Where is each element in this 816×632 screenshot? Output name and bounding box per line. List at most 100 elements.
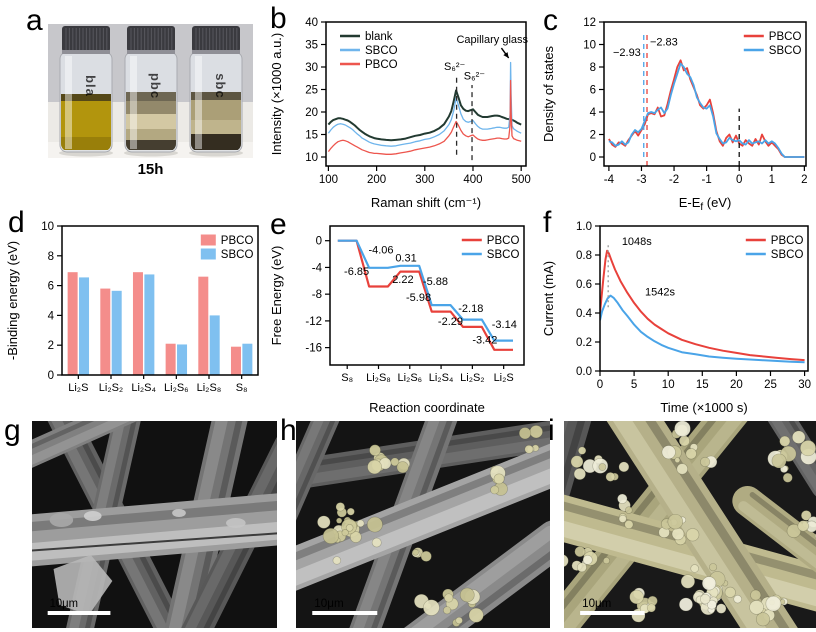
svg-text:20: 20 (730, 379, 743, 391)
current-time-chart: 0 5 10 15 20 25 30 0.0 0.2 0.4 0.6 0.8 1.0 Time (×100… (541, 221, 811, 415)
svg-text:6: 6 (48, 281, 54, 293)
svg-text:bla: bla (83, 75, 98, 97)
svg-text:S₆²⁻: S₆²⁻ (444, 61, 465, 73)
svg-text:E-Ef (eV): E-Ef (eV) (679, 195, 732, 212)
svg-text:Li₂S₄: Li₂S₄ (131, 382, 156, 394)
svg-text:PBCO: PBCO (365, 59, 398, 71)
svg-text:1.0: 1.0 (576, 221, 592, 233)
svg-text:0.31: 0.31 (395, 252, 416, 264)
svg-text:12: 12 (583, 17, 596, 29)
svg-text:PBCO: PBCO (221, 235, 254, 247)
svg-text:Li₂S₂: Li₂S₂ (99, 382, 123, 394)
panel-d-label: d (8, 206, 25, 239)
svg-text:S₈: S₈ (341, 372, 353, 384)
svg-text:4: 4 (48, 310, 55, 322)
svg-text:6: 6 (590, 85, 596, 97)
svg-text:-5.98: -5.98 (406, 292, 431, 304)
svg-text:-6.85: -6.85 (344, 266, 369, 278)
sem-image-heavy-deposit: 10μm (564, 421, 816, 628)
svg-text:-3.42: -3.42 (472, 335, 497, 347)
svg-text:Li₂S₄: Li₂S₄ (429, 372, 454, 384)
svg-text:35: 35 (305, 40, 318, 52)
svg-text:25: 25 (305, 85, 318, 97)
svg-text:Li₂S₂: Li₂S₂ (460, 372, 484, 384)
panel-g-label: g (4, 414, 21, 447)
binding-energy-chart: Li₂S Li₂S₂ Li₂S₄ Li₂S₆ Li₂S₈ S₈ 0 2 4 6 8 10 -Bindin… (5, 221, 259, 394)
svg-text:2: 2 (801, 174, 807, 186)
svg-text:S₆²⁻: S₆²⁻ (464, 71, 485, 83)
soaking-time-caption: 15h (137, 161, 164, 178)
svg-text:2: 2 (48, 340, 54, 352)
svg-text:10: 10 (41, 221, 54, 233)
svg-text:0.2: 0.2 (576, 337, 592, 349)
svg-text:5: 5 (631, 379, 637, 391)
svg-text:SBCO: SBCO (771, 249, 804, 261)
svg-text:PBCO: PBCO (771, 235, 804, 247)
svg-text:8: 8 (48, 251, 54, 263)
svg-text:sbc: sbc (213, 73, 228, 98)
svg-text:0: 0 (590, 152, 596, 164)
panel-b-label: b (270, 2, 287, 35)
svg-text:SBCO: SBCO (487, 249, 520, 261)
panel-c-label: c (543, 4, 558, 37)
svg-text:-3.14: -3.14 (492, 319, 517, 331)
svg-text:PBCO: PBCO (487, 235, 520, 247)
svg-text:10: 10 (583, 40, 596, 52)
panel-h-label: h (280, 414, 297, 447)
svg-text:10: 10 (662, 379, 675, 391)
free-energy-chart: S₈ Li₂S₈ Li₂S₆ Li₂S₄ Li₂S₂ Li₂S 0 -4 -8 -12 -16 Rea… (269, 225, 525, 415)
svg-text:2.22: 2.22 (392, 274, 413, 286)
svg-text:0: 0 (316, 236, 322, 248)
svg-text:0.6: 0.6 (576, 279, 592, 291)
svg-text:Current (mA): Current (mA) (541, 261, 556, 336)
svg-text:-2: -2 (669, 174, 679, 186)
svg-text:1542s: 1542s (645, 287, 675, 299)
svg-text:100: 100 (319, 174, 338, 186)
vial-photo-image: bla pbc sbc (48, 24, 253, 158)
svg-text:300: 300 (415, 174, 434, 186)
svg-text:Intensity (×1000 a.u.): Intensity (×1000 a.u.) (269, 33, 284, 156)
svg-text:0.8: 0.8 (576, 250, 592, 262)
sem-image-bare-fibers: 10μm (32, 421, 277, 628)
svg-text:0: 0 (48, 370, 54, 382)
svg-text:15: 15 (305, 130, 318, 142)
svg-text:blank: blank (365, 31, 393, 43)
svg-text:Li₂S₆: Li₂S₆ (397, 372, 422, 384)
svg-text:Reaction coordinate: Reaction coordinate (369, 400, 485, 415)
svg-text:10μm: 10μm (314, 598, 343, 610)
svg-text:-Binding energy (eV): -Binding energy (eV) (5, 241, 20, 360)
svg-text:−2.83: −2.83 (650, 37, 678, 49)
svg-text:30: 30 (305, 62, 318, 74)
svg-text:Capillary glass: Capillary glass (456, 34, 528, 46)
svg-text:2: 2 (590, 130, 596, 142)
svg-text:500: 500 (512, 174, 531, 186)
svg-text:-4: -4 (312, 262, 323, 274)
svg-text:10: 10 (305, 152, 318, 164)
svg-text:40: 40 (305, 17, 318, 29)
svg-text:SBCO: SBCO (769, 45, 802, 57)
svg-text:0: 0 (736, 174, 742, 186)
panel-a-label: a (26, 4, 43, 37)
svg-text:0: 0 (597, 379, 603, 391)
svg-text:0.4: 0.4 (576, 308, 593, 320)
svg-text:25: 25 (764, 379, 777, 391)
svg-text:Li₂S₈: Li₂S₈ (197, 382, 222, 394)
svg-text:Density of states: Density of states (541, 45, 556, 142)
svg-text:-8: -8 (312, 289, 322, 301)
svg-text:1048s: 1048s (622, 236, 652, 248)
sem-image-partial-deposit: 10μm (296, 421, 550, 628)
svg-text:Time (×1000 s): Time (×1000 s) (660, 400, 747, 415)
svg-text:8: 8 (590, 62, 596, 74)
svg-text:Free Energy (eV): Free Energy (eV) (269, 246, 284, 346)
svg-text:pbc: pbc (148, 73, 163, 99)
svg-text:-1: -1 (702, 174, 712, 186)
svg-text:10μm: 10μm (582, 598, 611, 610)
svg-text:30: 30 (798, 379, 811, 391)
svg-text:400: 400 (463, 174, 482, 186)
svg-text:Li₂S: Li₂S (68, 382, 88, 394)
svg-text:1: 1 (769, 174, 775, 186)
svg-text:Raman shift (cm⁻¹): Raman shift (cm⁻¹) (371, 195, 481, 210)
svg-text:-2.18: -2.18 (458, 303, 483, 315)
